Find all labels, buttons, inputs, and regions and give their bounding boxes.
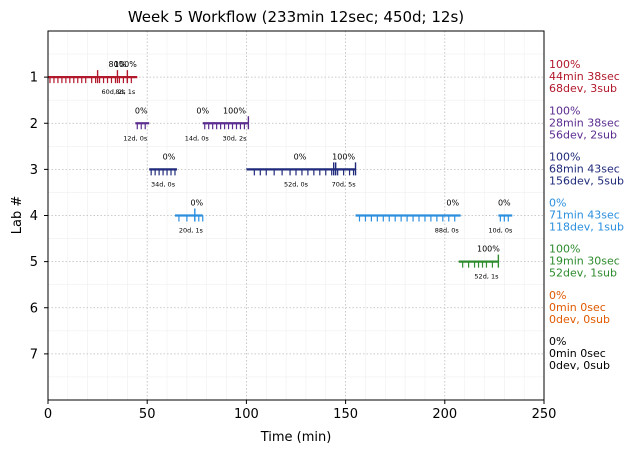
device-count-label: 88d, 0s	[435, 227, 460, 235]
y-tick-label: 4	[30, 209, 38, 224]
summary-line: 68dev, 3sub	[549, 82, 617, 95]
progress-label: 100%	[477, 245, 500, 254]
progress-label: 0%	[498, 199, 511, 208]
x-axis-label: Time (min)	[260, 430, 332, 445]
device-count-label: 52d, 0s	[284, 180, 309, 188]
chart-title: Week 5 Workflow (233min 12sec; 450d; 12s…	[128, 8, 464, 26]
summary-line: 100%	[549, 104, 580, 117]
x-tick-label: 150	[333, 407, 358, 422]
summary-line: 156dev, 5sub	[549, 174, 624, 187]
y-tick-label: 5	[30, 255, 38, 270]
y-tick-label: 2	[30, 117, 38, 132]
summary-line: 0dev, 0sub	[549, 359, 610, 372]
y-tick-label: 7	[30, 347, 38, 362]
device-count-label: 60d, 2s	[101, 88, 126, 96]
progress-label: 0%	[294, 152, 307, 161]
summary-line: 28min 38sec	[549, 116, 620, 129]
y-tick-label: 3	[30, 163, 38, 178]
y-axis-label: Lab #	[10, 196, 25, 235]
summary-line: 0dev, 0sub	[549, 313, 610, 326]
plot-frame	[47, 30, 545, 401]
device-count-label: 20d, 1s	[179, 227, 204, 235]
progress-label: 100%	[114, 60, 137, 69]
summary-line: 100%	[549, 58, 580, 71]
progress-label: 0%	[190, 199, 203, 208]
x-tick-label: 250	[532, 407, 557, 422]
summary-line: 71min 43sec	[549, 209, 620, 222]
summary-line: 0%	[549, 289, 566, 302]
lab-5-marks: 100% 52d, 1s	[458, 245, 500, 281]
progress-label: 0%	[163, 152, 176, 161]
progress-label: 100%	[332, 152, 355, 161]
lab-2-marks: 0% 0% 100% 12d, 0s 14d, 0s 30d, 2s	[123, 106, 250, 142]
x-tick-label: 100	[234, 407, 259, 422]
y-tick-label: 1	[30, 71, 38, 86]
x-tick-label: 0	[44, 407, 52, 422]
device-count-label: 70d, 5s	[332, 180, 357, 188]
device-count-label: 34d, 0s	[151, 180, 176, 188]
summary-line: 44min 38sec	[549, 70, 620, 83]
progress-label: 0%	[196, 106, 209, 115]
device-count-label: 8d, 1s	[115, 88, 136, 96]
summary-line: 52dev, 1sub	[549, 267, 617, 280]
y-tick-label: 6	[30, 301, 38, 316]
device-count-label: 10d, 0s	[488, 227, 513, 235]
summary-line: 0min 0sec	[549, 347, 606, 360]
progress-label: 0%	[446, 199, 459, 208]
lab-3-marks: 0% 0% 100% 34d, 0s 52d, 0s 70d, 5s	[149, 152, 356, 188]
summary-line: 0%	[549, 335, 566, 348]
progress-label: 100%	[223, 106, 246, 115]
summary-line: 100%	[549, 150, 580, 163]
progress-label: 80%	[109, 60, 127, 69]
device-count-label: 12d, 0s	[123, 134, 148, 142]
x-tick-label: 200	[432, 407, 457, 422]
device-count-label: 52d, 1s	[474, 273, 499, 281]
x-tick-label: 50	[139, 407, 156, 422]
summary-line: 118dev, 1sub	[549, 221, 624, 234]
summary-line: 0min 0sec	[549, 301, 606, 314]
summary-line: 56dev, 2sub	[549, 128, 617, 141]
device-count-label: 30d, 2s	[222, 134, 247, 142]
lab-4-marks: 0% 0% 0% 20d, 1s 88d, 0s 10d, 0s	[174, 199, 513, 235]
device-count-label: 14d, 0s	[185, 134, 210, 142]
summary-line: 68min 43sec	[549, 162, 620, 175]
summary-line: 0%	[549, 197, 566, 210]
summary-line: 19min 30sec	[549, 255, 620, 268]
summary-line: 100%	[549, 243, 580, 256]
axis-ticks: 0 50 100 150 200 250 1 2 3 4 5 6 7	[30, 71, 557, 422]
progress-label: 0%	[135, 106, 148, 115]
